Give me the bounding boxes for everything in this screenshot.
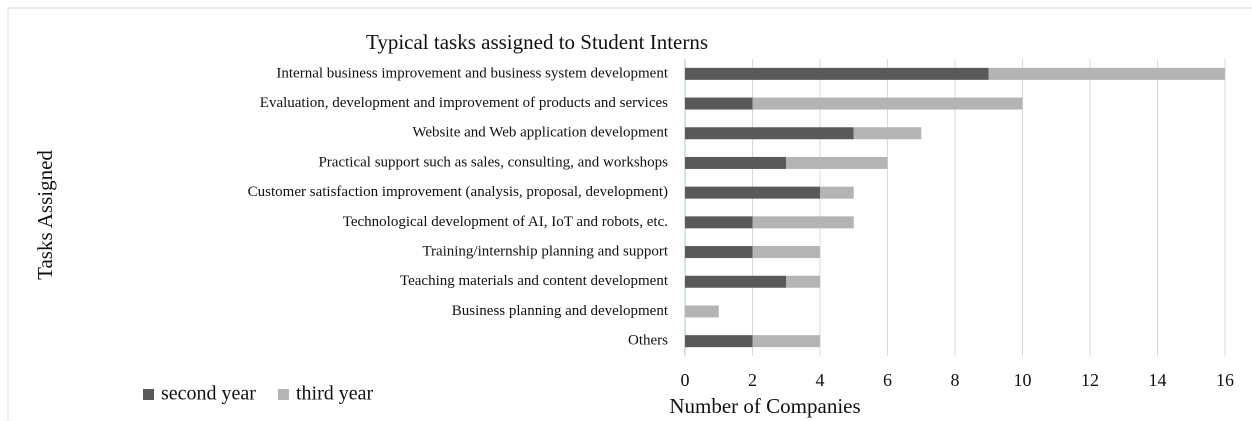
bar-segment: [685, 216, 753, 229]
x-tick-label: 16: [1216, 370, 1234, 390]
bar-segment: [853, 127, 922, 140]
y-tick-label: Others: [628, 333, 668, 349]
bar-segment: [752, 97, 1023, 110]
x-tick-label: 14: [1149, 370, 1167, 390]
y-tick-label: Evaluation, development and improvement …: [260, 95, 668, 111]
y-tick-label: Practical support such as sales, consult…: [318, 154, 668, 170]
bar-segment: [752, 335, 820, 348]
y-tick-label: Website and Web application development: [412, 125, 668, 141]
bar-segment: [786, 275, 820, 288]
legend-label: second year: [161, 383, 256, 405]
x-tick-label: 2: [748, 370, 757, 390]
bar-segment: [685, 335, 753, 348]
bar-segment: [685, 246, 753, 259]
bar-segment: [752, 246, 820, 259]
bar-segment: [685, 67, 989, 80]
legend-swatch: [143, 389, 154, 400]
x-tick-label: 10: [1014, 370, 1032, 390]
x-axis-title: Number of Companies: [669, 394, 860, 418]
bar-segment: [685, 97, 753, 110]
legend-label: third year: [296, 383, 374, 405]
x-tick-label: 8: [951, 370, 960, 390]
y-tick-label: Customer satisfaction improvement (analy…: [248, 184, 668, 200]
x-tick-label: 0: [681, 370, 690, 390]
frame: [7, 7, 1252, 421]
legend-swatch: [277, 389, 289, 400]
bar-segment: [685, 186, 820, 199]
bar-segment: [786, 156, 888, 169]
x-tick-label: 6: [883, 370, 892, 390]
y-axis-title: Tasks Assigned: [33, 150, 57, 280]
bar-segment: [685, 156, 787, 169]
y-tick-label: Teaching materials and content developme…: [400, 273, 669, 289]
y-tick-label: Internal business improvement and busine…: [276, 65, 668, 81]
bar-segment: [685, 275, 787, 288]
bar-segment: [685, 127, 854, 140]
y-tick-label: Technological development of AI, IoT and…: [343, 214, 668, 230]
bar-segment: [752, 216, 854, 229]
y-tick-label: Business planning and development: [452, 303, 669, 319]
y-tick-label: Training/internship planning and support: [422, 243, 669, 259]
chart-title: Typical tasks assigned to Student Intern…: [366, 30, 708, 54]
x-tick-label: 12: [1081, 370, 1099, 390]
bar-segment: [988, 67, 1225, 80]
bar-segment: [685, 305, 719, 318]
x-tick-label: 4: [816, 370, 825, 390]
bar-segment: [820, 186, 854, 199]
